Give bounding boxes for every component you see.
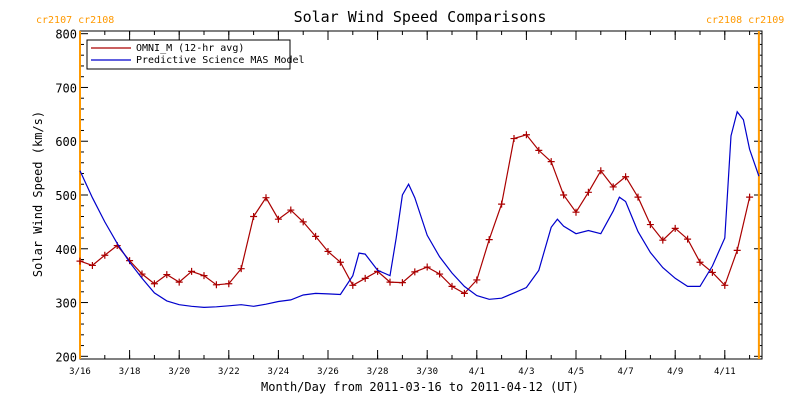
data-point-omni bbox=[485, 236, 493, 244]
data-point-omni bbox=[460, 289, 468, 297]
data-point-omni bbox=[659, 236, 667, 244]
data-point-omni bbox=[498, 200, 506, 208]
x-tick-label: 4/1 bbox=[469, 367, 485, 377]
data-point-omni bbox=[634, 193, 642, 201]
data-point-omni bbox=[386, 278, 394, 286]
chart-title: Solar Wind Speed Comparisons bbox=[294, 8, 547, 26]
data-point-omni bbox=[188, 267, 196, 275]
y-tick-label: 200 bbox=[55, 350, 77, 364]
data-point-omni bbox=[349, 281, 357, 289]
data-point-omni bbox=[423, 263, 431, 271]
data-point-omni bbox=[473, 276, 481, 284]
data-point-omni bbox=[324, 247, 332, 255]
data-point-omni bbox=[312, 232, 320, 240]
data-point-omni bbox=[510, 135, 518, 143]
data-point-omni bbox=[584, 188, 592, 196]
data-point-omni bbox=[622, 173, 630, 181]
data-point-omni bbox=[609, 183, 617, 191]
x-tick-label: 3/24 bbox=[268, 367, 290, 377]
data-point-omni bbox=[671, 224, 679, 232]
data-point-omni bbox=[274, 215, 282, 223]
legend-label-omni: OMNI_M (12-hr avg) bbox=[136, 43, 244, 54]
x-tick-label: 3/26 bbox=[317, 367, 339, 377]
data-point-omni bbox=[708, 268, 716, 276]
x-tick-label: 4/3 bbox=[518, 367, 534, 377]
x-tick-label: 3/28 bbox=[367, 367, 389, 377]
data-point-omni bbox=[448, 282, 456, 290]
data-point-omni bbox=[150, 280, 158, 288]
x-tick-label: 3/20 bbox=[168, 367, 190, 377]
data-point-omni bbox=[163, 271, 171, 279]
data-point-omni bbox=[411, 268, 419, 276]
legend-box bbox=[86, 39, 291, 70]
data-point-omni bbox=[436, 270, 444, 278]
data-point-omni bbox=[299, 218, 307, 226]
data-point-omni bbox=[76, 257, 84, 265]
data-point-omni bbox=[398, 279, 406, 287]
plot-area: 200 300 400 500 600 700 800 3/16 3/18 3/20 3/22 3/2… bbox=[55, 28, 763, 377]
x-tick-label: 3/30 bbox=[416, 367, 438, 377]
x-tick-label: 3/18 bbox=[119, 367, 141, 377]
data-point-omni bbox=[572, 208, 580, 216]
data-point-omni bbox=[250, 213, 258, 221]
legend-label-mas: Predictive Science MAS Model bbox=[136, 55, 305, 66]
x-tick-label: 4/5 bbox=[568, 367, 584, 377]
data-point-omni bbox=[535, 146, 543, 154]
data-point-omni bbox=[336, 258, 344, 266]
x-tick-label: 4/9 bbox=[667, 367, 683, 377]
data-point-omni bbox=[88, 261, 96, 269]
legend: OMNI_M (12-hr avg) Predictive Science MA… bbox=[86, 39, 305, 70]
carrington-label-right: cr2108 cr2109 bbox=[706, 15, 784, 26]
data-point-omni bbox=[696, 258, 704, 266]
data-point-omni bbox=[200, 272, 208, 280]
data-point-omni bbox=[175, 278, 183, 286]
data-point-omni bbox=[262, 194, 270, 202]
y-tick-label: 300 bbox=[55, 297, 77, 311]
y-tick-label: 800 bbox=[55, 28, 77, 42]
x-axis-label: Month/Day from 2011-03-16 to 2011-04-12 … bbox=[261, 380, 579, 394]
plot-frame bbox=[79, 30, 763, 360]
data-point-omni bbox=[287, 206, 295, 214]
y-tick-label: 600 bbox=[55, 135, 77, 149]
carrington-label-left: cr2107 cr2108 bbox=[36, 15, 114, 26]
data-point-omni bbox=[733, 246, 741, 254]
data-point-omni bbox=[237, 265, 245, 273]
y-axis-label: Solar Wind Speed (km/s) bbox=[31, 111, 45, 277]
data-point-omni bbox=[746, 193, 754, 201]
data-point-omni bbox=[522, 131, 530, 139]
x-tick-label: 4/11 bbox=[714, 367, 736, 377]
data-point-omni bbox=[547, 158, 555, 166]
y-tick-label: 700 bbox=[55, 81, 77, 95]
data-point-omni bbox=[597, 167, 605, 175]
data-point-omni bbox=[101, 251, 109, 259]
x-tick-label: 4/7 bbox=[617, 367, 633, 377]
series-line-mas bbox=[79, 110, 760, 309]
data-point-omni bbox=[684, 235, 692, 243]
data-point-omni bbox=[212, 281, 220, 289]
x-tick-label: 3/22 bbox=[218, 367, 240, 377]
data-point-omni bbox=[560, 191, 568, 199]
y-tick-label: 400 bbox=[55, 243, 77, 257]
y-tick-label: 500 bbox=[55, 189, 77, 203]
data-point-omni bbox=[721, 281, 729, 289]
data-point-omni bbox=[646, 221, 654, 229]
data-point-omni bbox=[225, 280, 233, 288]
x-tick-label: 3/16 bbox=[69, 367, 91, 377]
data-point-omni bbox=[138, 270, 146, 278]
data-point-omni bbox=[361, 274, 369, 282]
